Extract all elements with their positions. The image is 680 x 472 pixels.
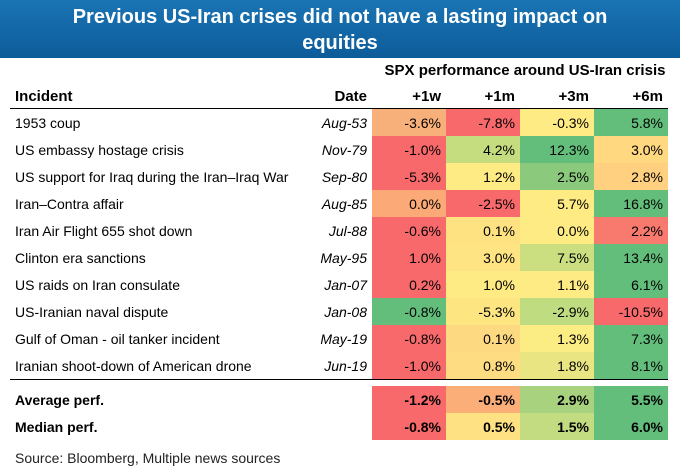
incident-cell: Iranian shoot-down of American drone xyxy=(15,357,252,374)
perf-cell: 1.0% xyxy=(372,244,446,271)
perf-cell: 1.2% xyxy=(446,163,520,190)
table-row: US support for Iraq during the Iran–Iraq… xyxy=(10,163,668,190)
perf-cell: 8.1% xyxy=(594,352,668,380)
perf-cell: 2.8% xyxy=(594,163,668,190)
perf-cell: 3.0% xyxy=(594,136,668,163)
perf-cell: 12.3% xyxy=(520,136,594,163)
perf-cell: 13.4% xyxy=(594,244,668,271)
incident-cell: 1953 coup xyxy=(15,114,81,131)
perf-cell: -1.0% xyxy=(372,136,446,163)
table-row: US-Iranian naval dispute Jan-08 -0.8% -5.3%… xyxy=(10,298,668,325)
date-cell: Aug-53 xyxy=(321,114,367,131)
perf-cell: 2.2% xyxy=(594,217,668,244)
perf-cell: 5.7% xyxy=(520,190,594,217)
perf-cell: -1.0% xyxy=(372,352,446,380)
perf-cell: 1.1% xyxy=(520,271,594,298)
table-row: Clinton era sanctions May-95 1.0% 3.0% 7.5% 1… xyxy=(10,244,668,271)
summary-row: Average perf. -1.2% -0.5% 2.9% 5.5% xyxy=(10,386,668,413)
date-cell: Nov-79 xyxy=(321,141,367,158)
incident-cell: US embassy hostage crisis xyxy=(15,141,184,158)
perf-cell: -5.3% xyxy=(372,163,446,190)
summary-perf-cell: 2.9% xyxy=(520,386,594,413)
summary-perf-cell: 0.5% xyxy=(446,413,520,440)
table-row: Iran–Contra affair Aug-85 0.0% -2.5% 5.7% 16.… xyxy=(10,190,668,217)
summary-perf-cell: -0.8% xyxy=(372,413,446,440)
table-row: Iranian shoot-down of American drone Jun-… xyxy=(10,352,668,380)
table-row: 1953 coup Aug-53 -3.6% -7.8% -0.3% 5.8% xyxy=(10,108,668,136)
perf-cell: -0.3% xyxy=(520,108,594,136)
incident-cell: US raids on Iran consulate xyxy=(15,276,180,293)
summary-perf-cell: 6.0% xyxy=(594,413,668,440)
summary-perf-cell: 1.5% xyxy=(520,413,594,440)
col-header-1m: +1m xyxy=(446,84,520,109)
date-cell: Jan-08 xyxy=(324,303,367,320)
summary-perf-cell: -1.2% xyxy=(372,386,446,413)
col-header-date: Date xyxy=(310,84,372,109)
perf-cell: 6.1% xyxy=(594,271,668,298)
date-cell: Sep-80 xyxy=(321,168,367,185)
summary-row: Median perf. -0.8% 0.5% 1.5% 6.0% xyxy=(10,413,668,440)
date-cell: May-19 xyxy=(320,330,367,347)
date-cell: May-95 xyxy=(320,249,367,266)
perf-cell: 4.2% xyxy=(446,136,520,163)
perf-cell: 0.0% xyxy=(520,217,594,244)
perf-cell: 3.0% xyxy=(446,244,520,271)
summary-empty-cell xyxy=(310,386,372,413)
incident-cell: US support for Iraq during the Iran–Iraq… xyxy=(15,168,289,185)
incident-cell: Iran Air Flight 655 shot down xyxy=(15,222,193,239)
summary-label: Average perf. xyxy=(15,391,104,408)
perf-cell: 0.1% xyxy=(446,217,520,244)
incident-cell: Iran–Contra affair xyxy=(15,195,124,212)
spx-group-header: SPX performance around US-Iran crisis xyxy=(384,62,666,79)
summary-empty-cell xyxy=(310,413,372,440)
perf-cell: 0.8% xyxy=(446,352,520,380)
perf-cell: -0.8% xyxy=(372,325,446,352)
incident-cell: Gulf of Oman - oil tanker incident xyxy=(15,330,220,347)
perf-cell: -0.6% xyxy=(372,217,446,244)
perf-cell: 7.5% xyxy=(520,244,594,271)
table-row: US embassy hostage crisis Nov-79 -1.0% 4.2%… xyxy=(10,136,668,163)
incident-cell: Clinton era sanctions xyxy=(15,249,146,266)
summary-perf-cell: -0.5% xyxy=(446,386,520,413)
table-row: Iran Air Flight 655 shot down Jul-88 -0.6%… xyxy=(10,217,668,244)
perf-cell: 16.8% xyxy=(594,190,668,217)
perf-cell: 0.2% xyxy=(372,271,446,298)
perf-cell: -0.8% xyxy=(372,298,446,325)
date-cell: Jan-07 xyxy=(324,276,367,293)
date-cell: Aug-85 xyxy=(321,195,367,212)
date-cell: Jul-88 xyxy=(328,222,367,239)
perf-cell: 1.0% xyxy=(446,271,520,298)
perf-cell: 2.5% xyxy=(520,163,594,190)
summary-label: Median perf. xyxy=(15,418,98,435)
perf-cell: -3.6% xyxy=(372,108,446,136)
col-header-1w: +1w xyxy=(372,84,446,109)
col-header-3m: +3m xyxy=(520,84,594,109)
chart-title: Previous US-Iran crises did not have a l… xyxy=(0,0,680,58)
crisis-table: Incident Date +1w +1m +3m +6m 1953 coup A… xyxy=(10,84,668,440)
header-row: Incident Date +1w +1m +3m +6m xyxy=(10,84,668,109)
title-line-1: Previous US-Iran crises did not have a l… xyxy=(72,6,608,28)
title-line-2: equities xyxy=(302,32,378,54)
date-cell: Jun-19 xyxy=(324,357,367,374)
table-row: Gulf of Oman - oil tanker incident May-19… xyxy=(10,325,668,352)
col-header-incident: Incident xyxy=(10,84,310,109)
perf-cell: -2.5% xyxy=(446,190,520,217)
perf-cell: -2.9% xyxy=(520,298,594,325)
source-note: Source: Bloomberg, Multiple news sources xyxy=(15,450,281,466)
perf-cell: 7.3% xyxy=(594,325,668,352)
perf-cell: -5.3% xyxy=(446,298,520,325)
incident-cell: US-Iranian naval dispute xyxy=(15,303,169,320)
summary-perf-cell: 5.5% xyxy=(594,386,668,413)
perf-cell: 5.8% xyxy=(594,108,668,136)
perf-cell: 1.3% xyxy=(520,325,594,352)
perf-cell: 0.1% xyxy=(446,325,520,352)
perf-cell: 1.8% xyxy=(520,352,594,380)
table-row: US raids on Iran consulate Jan-07 0.2% 1.0%… xyxy=(10,271,668,298)
perf-cell: -7.8% xyxy=(446,108,520,136)
perf-cell: 0.0% xyxy=(372,190,446,217)
col-header-6m: +6m xyxy=(594,84,668,109)
summary-divider xyxy=(10,379,668,386)
perf-cell: -10.5% xyxy=(594,298,668,325)
